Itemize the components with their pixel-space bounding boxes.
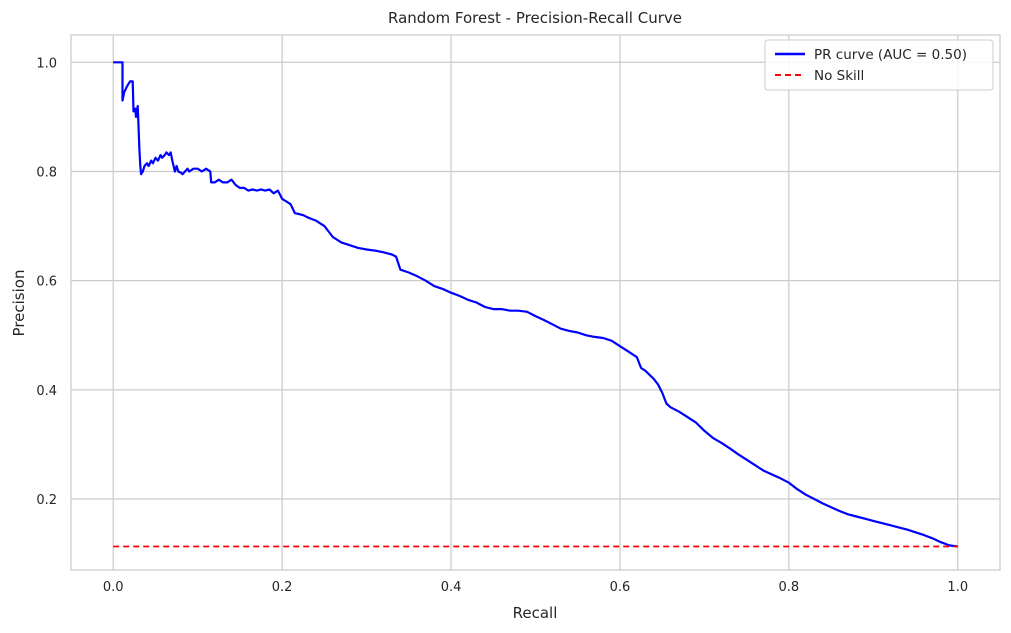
y-tick-label: 1.0 — [36, 56, 57, 71]
x-tick-label: 0.8 — [779, 580, 800, 595]
x-axis-label: Recall — [513, 604, 558, 622]
legend-label-no-skill: No Skill — [814, 68, 864, 84]
plot-frame — [70, 34, 1001, 571]
pr-curve-line — [113, 61, 958, 548]
legend-box — [764, 39, 994, 91]
legend-label-pr-curve: PR curve (AUC = 0.50) — [814, 47, 967, 63]
x-tick-label: 1.0 — [947, 580, 968, 595]
x-tick-label: 0.2 — [272, 580, 293, 595]
x-tick-label: 0.0 — [103, 580, 124, 595]
x-tick-label: 0.4 — [441, 580, 462, 595]
y-tick-labels: 0.2 0.4 0.6 0.8 1.0 — [36, 56, 57, 508]
x-tick-label: 0.6 — [610, 580, 631, 595]
legend: PR curve (AUC = 0.50) No Skill — [764, 39, 994, 91]
x-tick-labels: 0.0 0.2 0.4 0.6 0.8 1.0 — [103, 580, 968, 595]
y-tick-label: 0.4 — [36, 384, 57, 399]
y-tick-label: 0.2 — [36, 493, 57, 508]
series-lines — [113, 61, 958, 548]
y-axis-label: Precision — [10, 270, 28, 337]
y-tick-label: 0.8 — [36, 165, 57, 180]
chart-title: Random Forest - Precision-Recall Curve — [388, 9, 682, 27]
grid-lines — [71, 35, 1000, 570]
y-tick-label: 0.6 — [36, 275, 57, 290]
